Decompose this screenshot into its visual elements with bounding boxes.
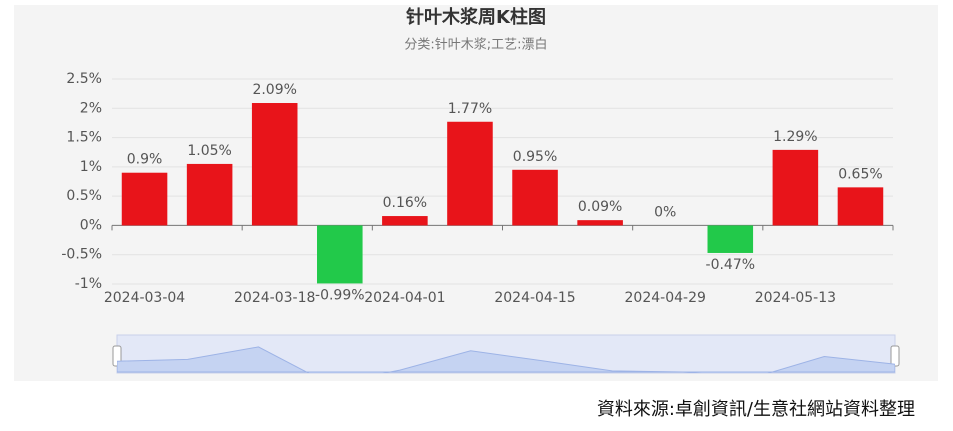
bar bbox=[186, 163, 233, 226]
x-tick-label: 2024-04-01 bbox=[364, 290, 445, 306]
bar bbox=[512, 169, 558, 226]
x-tick-label: 2024-03-04 bbox=[104, 290, 185, 306]
value-label: 0% bbox=[654, 204, 676, 220]
y-tick-label: 2% bbox=[80, 100, 102, 116]
value-label: 0.65% bbox=[838, 166, 882, 182]
chart-subtitle: 分类:针叶木浆;工艺:漂白 bbox=[404, 37, 547, 53]
value-label: 0.16% bbox=[383, 195, 427, 211]
zoom-handle[interactable] bbox=[890, 345, 900, 367]
bar bbox=[121, 172, 168, 226]
zoom-preview-area bbox=[117, 346, 895, 373]
value-label: 0.95% bbox=[513, 149, 557, 165]
x-tick-label: 2024-04-15 bbox=[494, 290, 575, 306]
value-label: 0.09% bbox=[578, 199, 622, 215]
bar bbox=[317, 225, 363, 284]
y-tick-label: 0.5% bbox=[66, 188, 102, 204]
y-tick-label: -1% bbox=[75, 276, 102, 292]
y-tick-label: 0% bbox=[80, 217, 102, 233]
bar bbox=[447, 121, 493, 226]
y-tick-label: 2.5% bbox=[66, 71, 102, 87]
x-tick-label: 2024-04-29 bbox=[625, 290, 706, 306]
y-tick-label: 1.5% bbox=[66, 130, 102, 146]
value-label: -0.47% bbox=[706, 257, 756, 273]
y-tick-label: -0.5% bbox=[61, 247, 102, 263]
x-tick-label: 2024-05-13 bbox=[755, 290, 836, 306]
chart-title: 针叶木浆周K柱图 bbox=[406, 6, 546, 28]
x-tick-label: 2024-03-18 bbox=[234, 290, 315, 306]
zoom-preview bbox=[117, 346, 895, 373]
source-note: 資料來源:卓創資訊/生意社網站資料整理 bbox=[597, 399, 915, 420]
bar bbox=[772, 149, 819, 226]
value-label: 2.09% bbox=[252, 82, 296, 98]
value-label: 1.29% bbox=[773, 129, 817, 145]
value-label: 1.05% bbox=[187, 143, 231, 159]
bar bbox=[382, 216, 428, 226]
y-tick-label: 1% bbox=[80, 159, 102, 175]
bar bbox=[837, 187, 884, 226]
bar bbox=[707, 225, 754, 253]
value-label: -0.99% bbox=[315, 287, 365, 303]
bar bbox=[577, 220, 623, 226]
value-label: 1.77% bbox=[448, 101, 492, 117]
value-label: 0.9% bbox=[127, 152, 163, 168]
bar bbox=[251, 103, 298, 226]
